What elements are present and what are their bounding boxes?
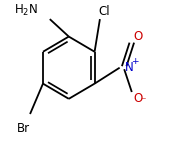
Text: O: O (133, 92, 143, 105)
Text: ⁻: ⁻ (140, 96, 146, 106)
Text: Cl: Cl (98, 5, 110, 18)
Text: O: O (133, 30, 143, 43)
Text: +: + (131, 57, 139, 66)
Text: H$_2$N: H$_2$N (14, 3, 38, 18)
Text: N: N (125, 61, 134, 74)
Text: Br: Br (17, 122, 30, 135)
